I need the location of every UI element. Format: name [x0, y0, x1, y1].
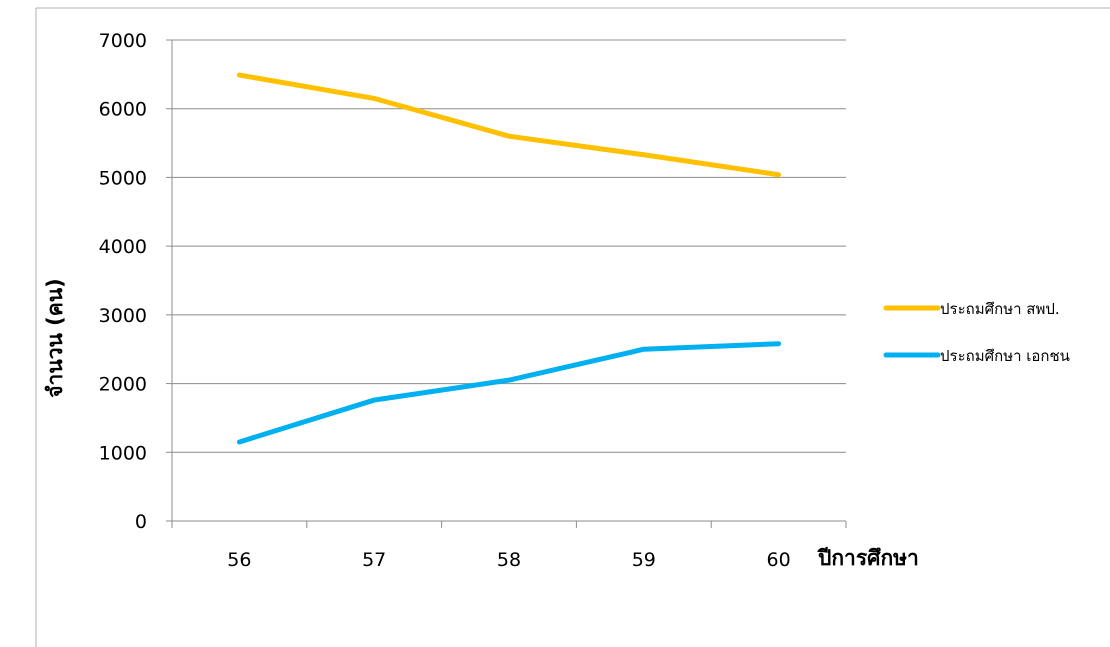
x-tick-labels: 56 57 58 59 60: [227, 549, 790, 571]
gridlines: [172, 39, 846, 453]
x-tick-label: 56: [227, 549, 251, 571]
x-tick-label: 58: [497, 549, 521, 571]
x-tick-label: 59: [632, 549, 656, 571]
legend-label-1: ประถมศึกษา เอกชน: [940, 347, 1070, 365]
series-lines: [236, 72, 782, 445]
x-tick-label: 57: [362, 549, 386, 571]
y-tick-label: 1000: [99, 442, 147, 464]
legend-label-0: ประถมศึกษา สพป.: [940, 300, 1060, 318]
series-line-1: [236, 341, 782, 445]
y-tick-label: 5000: [99, 167, 147, 189]
x-tick-label: 60: [767, 549, 791, 571]
y-tick-label: 0: [135, 511, 147, 533]
series-line-0: [236, 72, 782, 178]
y-tick-label: 2000: [99, 374, 147, 396]
x-axis-title: ปีการศึกษา: [816, 546, 919, 570]
y-tick-label: 6000: [99, 99, 147, 121]
axes: [166, 39, 847, 528]
y-tick-label: 3000: [99, 305, 147, 327]
y-axis-title: จำนวน (คน): [43, 278, 67, 398]
y-tick-labels: 0 1000 2000 3000 4000 5000 6000 7000: [99, 30, 147, 533]
legend: ประถมศึกษา สพป. ประถมศึกษา เอกชน: [883, 300, 1070, 365]
y-tick-label: 4000: [99, 236, 147, 258]
y-tick-label: 7000: [99, 30, 147, 52]
